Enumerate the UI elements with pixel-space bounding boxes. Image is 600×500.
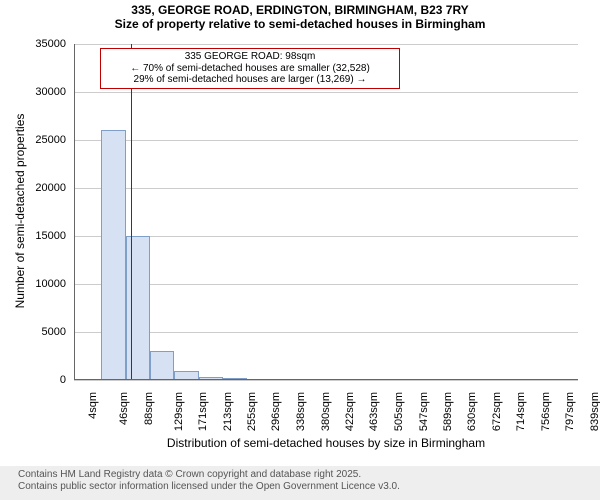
- annotation-line-1: 335 GEORGE ROAD: 98sqm: [107, 51, 393, 63]
- x-tick-label: 88sqm: [143, 392, 155, 425]
- y-tick-label: 0: [0, 374, 66, 386]
- y-tick-label: 25000: [0, 134, 66, 146]
- y-tick-label: 15000: [0, 230, 66, 242]
- x-tick-label: 714sqm: [516, 392, 528, 431]
- annotation-line-3: 29% of semi-detached houses are larger (…: [107, 74, 393, 86]
- x-tick-label: 338sqm: [295, 392, 307, 431]
- annotation-line-2: ← 70% of semi-detached houses are smalle…: [107, 63, 393, 75]
- x-tick-label: 296sqm: [271, 392, 283, 431]
- histogram-bar: [126, 236, 150, 380]
- y-tick-label: 35000: [0, 38, 66, 50]
- histogram-bar: [150, 351, 175, 380]
- x-axis-label: Distribution of semi-detached houses by …: [74, 436, 578, 450]
- x-tick-label: 797sqm: [564, 392, 576, 431]
- x-tick-label: 46sqm: [118, 392, 130, 425]
- plot-area: [74, 44, 578, 380]
- grid-line: [74, 236, 578, 237]
- x-tick-label: 756sqm: [540, 392, 552, 431]
- annotation-box: 335 GEORGE ROAD: 98sqm ← 70% of semi-det…: [100, 48, 400, 89]
- x-tick-label: 630sqm: [466, 392, 478, 431]
- property-marker-line: [131, 44, 132, 380]
- x-tick-label: 213sqm: [222, 392, 234, 431]
- x-tick-label: 4sqm: [87, 392, 99, 419]
- footer-line-1: Contains HM Land Registry data © Crown c…: [18, 469, 600, 481]
- x-tick-label: 422sqm: [344, 392, 356, 431]
- y-axis-line: [74, 44, 75, 380]
- grid-line: [74, 284, 578, 285]
- grid-line: [74, 92, 578, 93]
- x-tick-label: 171sqm: [197, 392, 209, 431]
- x-tick-label: 839sqm: [589, 392, 600, 431]
- x-axis-line: [74, 379, 578, 380]
- x-tick-label: 380sqm: [320, 392, 332, 431]
- x-tick-label: 255sqm: [247, 392, 259, 431]
- grid-line: [74, 380, 578, 381]
- y-tick-label: 10000: [0, 278, 66, 290]
- grid-line: [74, 188, 578, 189]
- grid-line: [74, 332, 578, 333]
- x-tick-label: 547sqm: [418, 392, 430, 431]
- grid-line: [74, 44, 578, 45]
- x-tick-label: 463sqm: [368, 392, 380, 431]
- grid-line: [74, 140, 578, 141]
- y-tick-label: 20000: [0, 182, 66, 194]
- chart-titles: 335, GEORGE ROAD, ERDINGTON, BIRMINGHAM,…: [0, 0, 600, 32]
- title-line-2: Size of property relative to semi-detach…: [0, 18, 600, 32]
- x-tick-label: 589sqm: [442, 392, 454, 431]
- footer-attribution: Contains HM Land Registry data © Crown c…: [0, 466, 600, 500]
- footer-line-2: Contains public sector information licen…: [18, 481, 600, 493]
- y-tick-label: 5000: [0, 326, 66, 338]
- histogram-bar: [101, 130, 126, 380]
- y-axis-label: Number of semi-detached properties: [13, 61, 27, 361]
- x-tick-label: 505sqm: [393, 392, 405, 431]
- x-tick-label: 129sqm: [173, 392, 185, 431]
- title-line-1: 335, GEORGE ROAD, ERDINGTON, BIRMINGHAM,…: [0, 4, 600, 18]
- y-tick-label: 30000: [0, 86, 66, 98]
- x-tick-label: 672sqm: [491, 392, 503, 431]
